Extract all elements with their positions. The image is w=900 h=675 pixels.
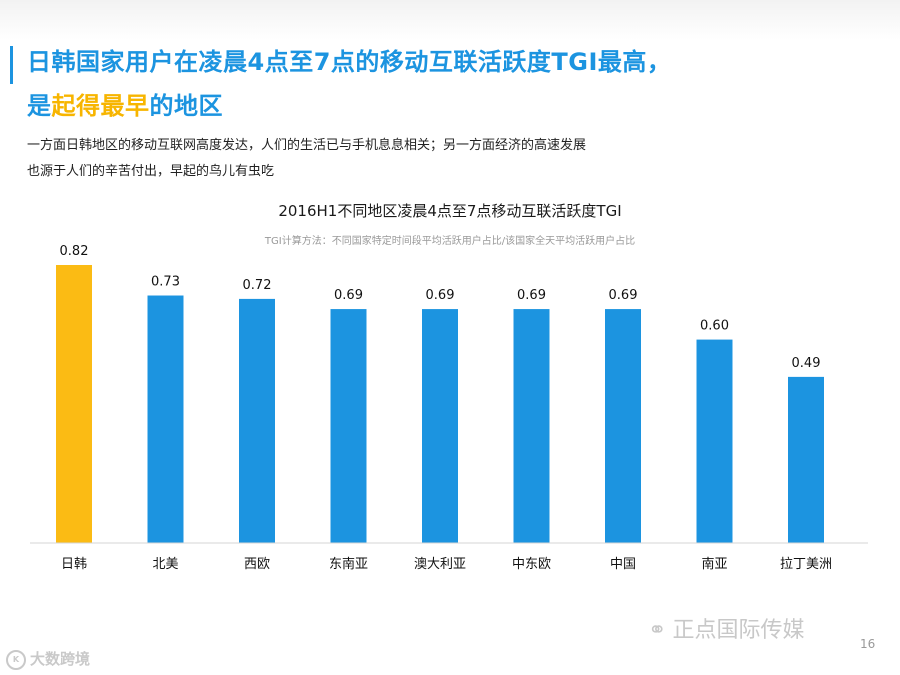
corner-logo-text: 大数跨境 [30, 650, 91, 668]
chart-title: 2016H1不同地区凌晨4点至7点移动互联活跃度TGI [278, 202, 622, 220]
bar [513, 309, 550, 543]
headline-suffix: 的地区 [149, 92, 223, 120]
corner-logo: K 大数跨境 [6, 648, 90, 670]
category-label: 南亚 [701, 556, 727, 572]
bar [56, 265, 92, 543]
top-fade-band [0, 0, 900, 40]
bar [147, 295, 184, 543]
value-label: 0.69 [609, 288, 638, 303]
category-label: 北美 [152, 557, 178, 572]
page-number: 16 [860, 637, 876, 651]
headline-line2: 是起得最早的地区 [27, 86, 223, 121]
category-label: 日韩 [61, 557, 87, 572]
brand-name: 正点国际传媒 [672, 618, 805, 643]
bar [239, 298, 275, 543]
category-label: 中东欧 [512, 557, 551, 572]
value-label: 0.72 [243, 278, 272, 293]
headline-line1: 日韩国家用户在凌晨4点至7点的移动互联活跃度TGI最高， [27, 48, 672, 76]
bar [788, 376, 824, 543]
value-label: 0.60 [700, 319, 729, 334]
value-label: 0.69 [517, 288, 546, 303]
bar [696, 339, 733, 543]
category-label: 东南亚 [329, 556, 368, 572]
title-accent-bar [10, 46, 13, 84]
bar [605, 309, 641, 543]
category-label: 澳大利亚 [414, 556, 466, 572]
category-label: 中国 [610, 557, 636, 572]
body-text-line1: 一方面日韩地区的移动互联网高度发达，人们的生活已与手机息息相关；另一方面经济的高… [27, 138, 587, 153]
value-label: 0.69 [334, 288, 363, 303]
value-label: 0.73 [151, 275, 180, 290]
headline-highlight: 起得最早 [51, 92, 150, 120]
bar [422, 309, 458, 543]
bar [330, 309, 367, 543]
body-text-line2: 也源于人们的辛苦付出，早起的鸟儿有虫吃 [27, 164, 275, 179]
wechat-icon: ⚭ [648, 618, 667, 643]
value-label: 0.69 [426, 288, 455, 303]
value-label: 0.82 [60, 244, 89, 259]
category-label: 西欧 [244, 557, 270, 572]
wechat-brand-watermark: ⚭ 正点国际传媒 [648, 612, 804, 644]
headline-prefix: 是 [27, 92, 52, 120]
category-label: 拉丁美洲 [780, 557, 832, 572]
value-label: 0.49 [792, 356, 821, 371]
chart-subtitle: TGI计算方法：不同国家特定时间段平均活跃用户占比/该国家全天平均活跃用户占比 [264, 236, 636, 247]
corner-logo-icon: K [6, 649, 26, 670]
